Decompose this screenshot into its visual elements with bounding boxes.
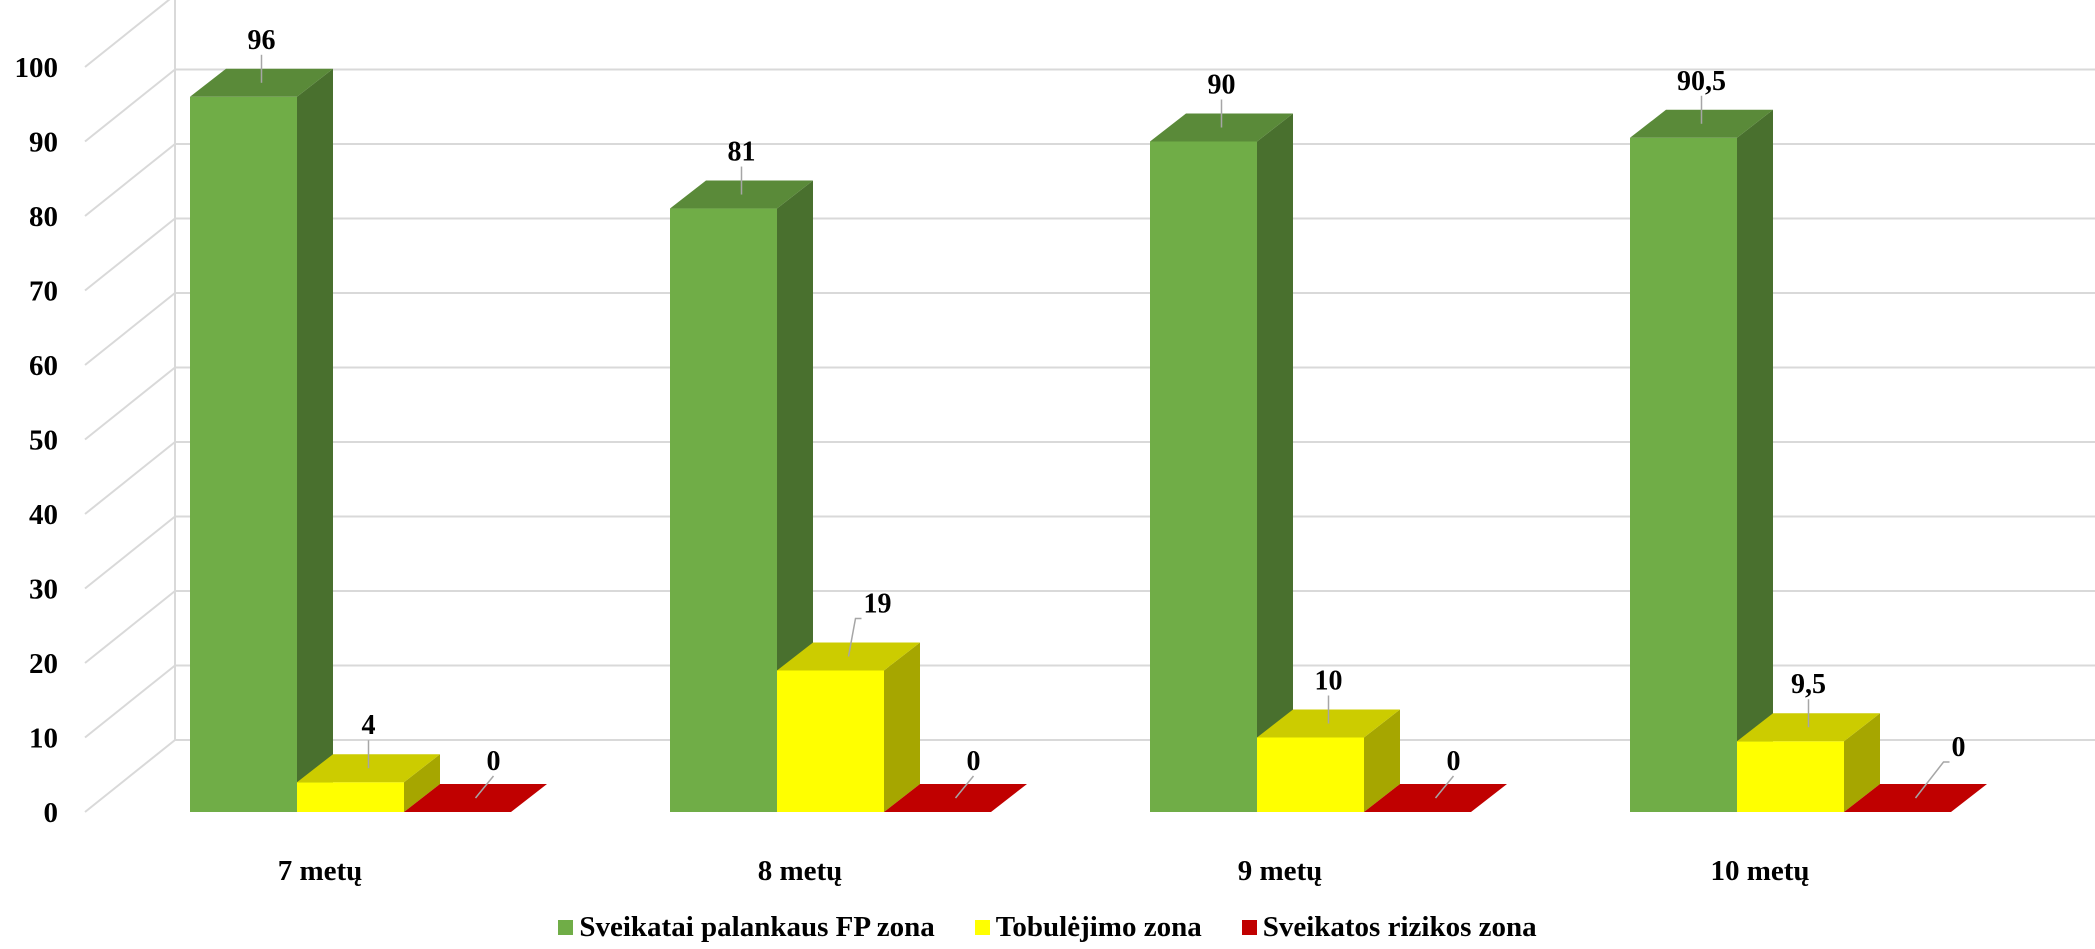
bar-side-0-0 <box>297 68 333 813</box>
data-leader-2-0 <box>474 775 495 799</box>
data-label-2-3: 0 <box>1952 732 1966 763</box>
x-tick-label-3: 10 metų <box>1710 855 1809 887</box>
bar-front-0-3 <box>1630 137 1737 812</box>
bar-front-1-2 <box>1257 737 1364 812</box>
grid-diagonal-9 <box>84 68 176 143</box>
grid-diagonal-6 <box>84 292 176 366</box>
y-tick-label-3: 30 <box>29 574 58 606</box>
bar-side-0-3 <box>1737 109 1773 812</box>
y-tick-label-10: 100 <box>15 52 59 84</box>
grid-diagonal-7 <box>84 217 176 292</box>
bar-side-1-3 <box>1844 713 1880 812</box>
y-tick-label-7: 70 <box>29 276 58 308</box>
y-tick-label-4: 40 <box>29 499 58 531</box>
grid-diagonal-4 <box>84 441 176 515</box>
y-tick-label-5: 50 <box>29 425 58 457</box>
legend-label-0: Sveikatai palankaus FP zona <box>579 911 935 943</box>
y-tick-label-2: 20 <box>29 648 58 680</box>
bar-front-0-2 <box>1150 141 1257 812</box>
y-tick-label-8: 80 <box>29 201 58 233</box>
x-tick-label-0: 7 metų <box>278 855 363 887</box>
bar-side-1-0 <box>404 754 440 812</box>
legend: Sveikatai palankaus FP zona Tobulėjimo z… <box>0 910 2095 944</box>
bar-side-1-1 <box>884 642 920 812</box>
bar-side-0-2 <box>1257 113 1293 812</box>
data-label-0-0: 96 <box>248 25 276 56</box>
grid-diagonal-2 <box>84 590 176 664</box>
data-label-1-0: 4 <box>362 710 376 741</box>
data-label-0-2: 90 <box>1208 70 1236 101</box>
y-tick-label-6: 60 <box>29 350 58 382</box>
legend-item-0: Sveikatai palankaus FP zona <box>558 910 935 944</box>
data-label-2-1: 0 <box>967 746 981 777</box>
data-label-1-2: 10 <box>1315 666 1343 697</box>
bar-front-1-1 <box>777 670 884 812</box>
y-tick-label-0: 0 <box>44 797 59 829</box>
legend-item-2: Sveikatos rizikos zona <box>1241 910 1537 944</box>
legend-swatch-1 <box>974 919 990 935</box>
data-label-0-3: 90,5 <box>1677 66 1726 97</box>
grid-diagonal-0 <box>84 739 176 813</box>
data-leader-2-3 <box>1914 761 1950 799</box>
bar-front-0-0 <box>190 96 297 813</box>
y-tick-label-1: 10 <box>29 723 58 755</box>
legend-item-1: Tobulėjimo zona <box>974 910 1202 944</box>
legend-swatch-2 <box>1241 919 1257 935</box>
bar-front-1-0 <box>297 782 404 812</box>
data-label-1-3: 9,5 <box>1791 669 1826 700</box>
data-leader-1-1 <box>847 617 862 657</box>
bar-front-1-3 <box>1737 741 1844 812</box>
grid-diagonal-10 <box>84 0 171 68</box>
grid-diagonal-1 <box>84 664 176 739</box>
data-label-1-1: 19 <box>864 588 892 619</box>
legend-label-2: Sveikatos rizikos zona <box>1262 911 1537 943</box>
x-tick-label-1: 8 metų <box>758 855 843 887</box>
legend-swatch-0 <box>558 919 574 935</box>
data-leader-2-2 <box>1434 775 1455 799</box>
data-leader-2-1 <box>954 775 975 799</box>
grid-diagonal-5 <box>84 366 176 441</box>
legend-label-1: Tobulėjimo zona <box>995 911 1202 943</box>
y-tick-label-9: 90 <box>29 127 58 159</box>
x-tick-label-2: 9 metų <box>1238 855 1323 887</box>
grid-diagonal-3 <box>84 515 176 590</box>
data-label-0-1: 81 <box>728 137 756 168</box>
grid-diagonal-8 <box>84 143 176 217</box>
bar-front-0-1 <box>670 208 777 813</box>
bar-side-1-2 <box>1364 709 1400 812</box>
data-label-2-2: 0 <box>1447 746 1461 777</box>
data-label-2-0: 0 <box>487 746 501 777</box>
